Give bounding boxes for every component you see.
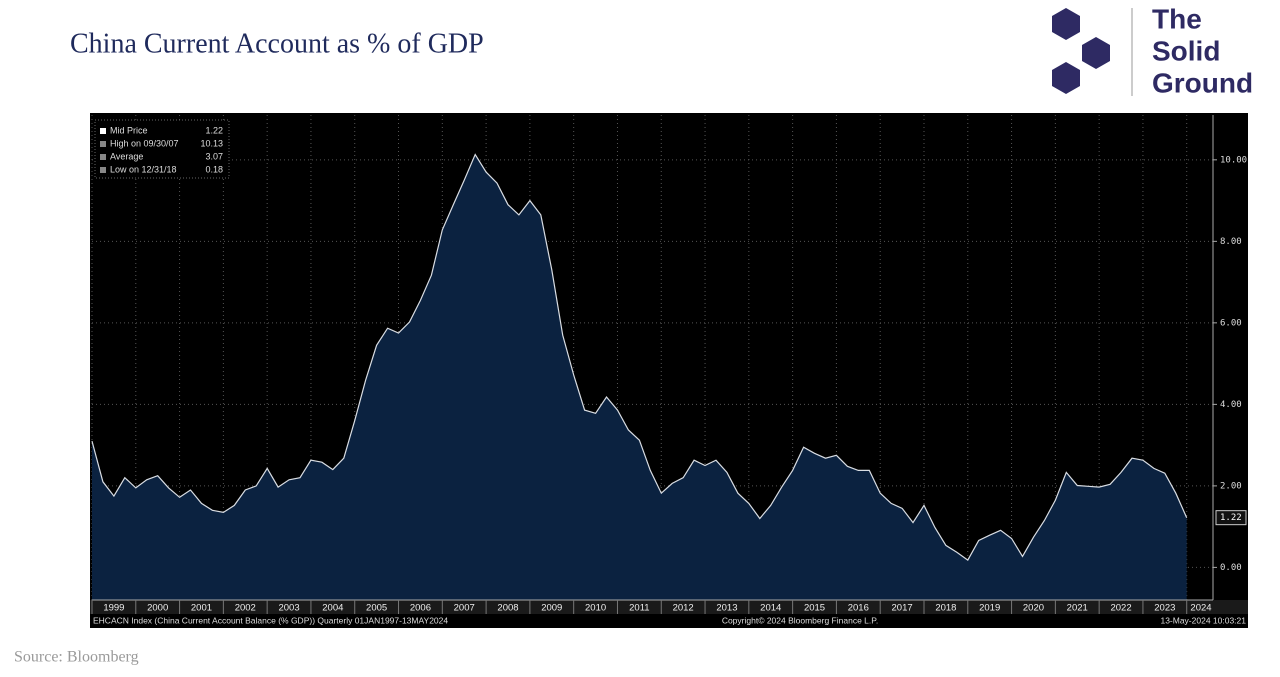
logo-text: Solid — [1152, 35, 1220, 66]
legend-value: 3.07 — [205, 151, 223, 161]
y-tick-label: 6.00 — [1220, 318, 1242, 328]
logo-hexagon — [1052, 62, 1080, 94]
plot: 0.00 2.00 4.00 6.00 8.00 10.00 1999 2000 2001 200… — [90, 115, 1248, 625]
x-tick-label: 2019 — [979, 603, 1000, 614]
legend-label: Mid Price — [110, 125, 148, 135]
last-price-label: 1.22 — [1220, 513, 1242, 523]
area — [92, 154, 1187, 600]
legend-label: Low on 12/31/18 — [110, 164, 177, 174]
legend-value: 1.22 — [205, 125, 223, 135]
x-tick-label: 2014 — [760, 603, 781, 614]
legend-label: High on 09/30/07 — [110, 138, 179, 148]
x-tick-label: 2022 — [1110, 603, 1131, 614]
logo-text: Ground — [1152, 67, 1253, 98]
x-tick-label: 2013 — [716, 603, 737, 614]
x-tick-label: 2008 — [497, 603, 518, 614]
x-tick-label: 2003 — [278, 603, 299, 614]
x-tick-label: 2016 — [848, 603, 869, 614]
y-tick-label: 4.00 — [1220, 400, 1242, 410]
x-tick-label: 2021 — [1067, 603, 1088, 614]
legend-box — [94, 119, 230, 179]
legend-icon — [100, 154, 106, 160]
logo-hexagon — [1052, 8, 1080, 40]
x-axis-strip — [90, 600, 1248, 614]
x-tick-label: 2018 — [935, 603, 956, 614]
y-tick-label: 8.00 — [1220, 237, 1242, 247]
x-tick-label: 2000 — [147, 603, 168, 614]
y-tick-label: 10.00 — [1220, 155, 1247, 165]
x-tick-label: 2024 — [1190, 603, 1211, 614]
legend-label: Average — [110, 151, 143, 161]
legend-icon — [100, 128, 106, 134]
footer-center: Copyright© 2024 Bloomberg Finance L.P. — [722, 615, 878, 625]
x-tick-label: 2010 — [585, 603, 606, 614]
footer-left: EHCACN Index (China Current Account Bala… — [93, 615, 448, 625]
x-tick-label: 2012 — [673, 603, 694, 614]
legend-icon — [100, 141, 106, 147]
legend-icon — [100, 167, 106, 173]
legend-value: 0.18 — [205, 164, 223, 174]
chart-title: China Current Account as % of GDP — [70, 28, 484, 59]
last-price-tag — [1215, 510, 1247, 526]
footer-right: 13-May-2024 10:03:21 — [1160, 615, 1246, 625]
logo: The Solid Ground — [1052, 3, 1253, 98]
line — [91, 153, 1188, 561]
x-tick-label: 2015 — [804, 603, 825, 614]
x-tick-label: 2023 — [1154, 603, 1175, 614]
x-tick-label: 2020 — [1023, 603, 1044, 614]
x-tick-label: 2017 — [892, 603, 913, 614]
x-tick-label: 2006 — [410, 603, 431, 614]
x-tick-label: 2005 — [366, 603, 387, 614]
x-tick-label: 2001 — [191, 603, 212, 614]
x-tick-label: 2004 — [322, 603, 343, 614]
logo-text: The — [1152, 3, 1202, 34]
legend-value: 10.13 — [200, 138, 223, 148]
logo-hexagon — [1082, 37, 1110, 69]
x-tick-label: 2009 — [541, 603, 562, 614]
x-tick-label: 2002 — [235, 603, 256, 614]
source: Source: Bloomberg — [14, 649, 139, 666]
y-tick-label: 2.00 — [1220, 481, 1242, 491]
x-tick-label: 1999 — [103, 603, 124, 614]
x-tick-label: 2011 — [629, 603, 649, 614]
y-tick-label: 0.00 — [1220, 563, 1242, 573]
x-tick-label: 2007 — [454, 603, 475, 614]
